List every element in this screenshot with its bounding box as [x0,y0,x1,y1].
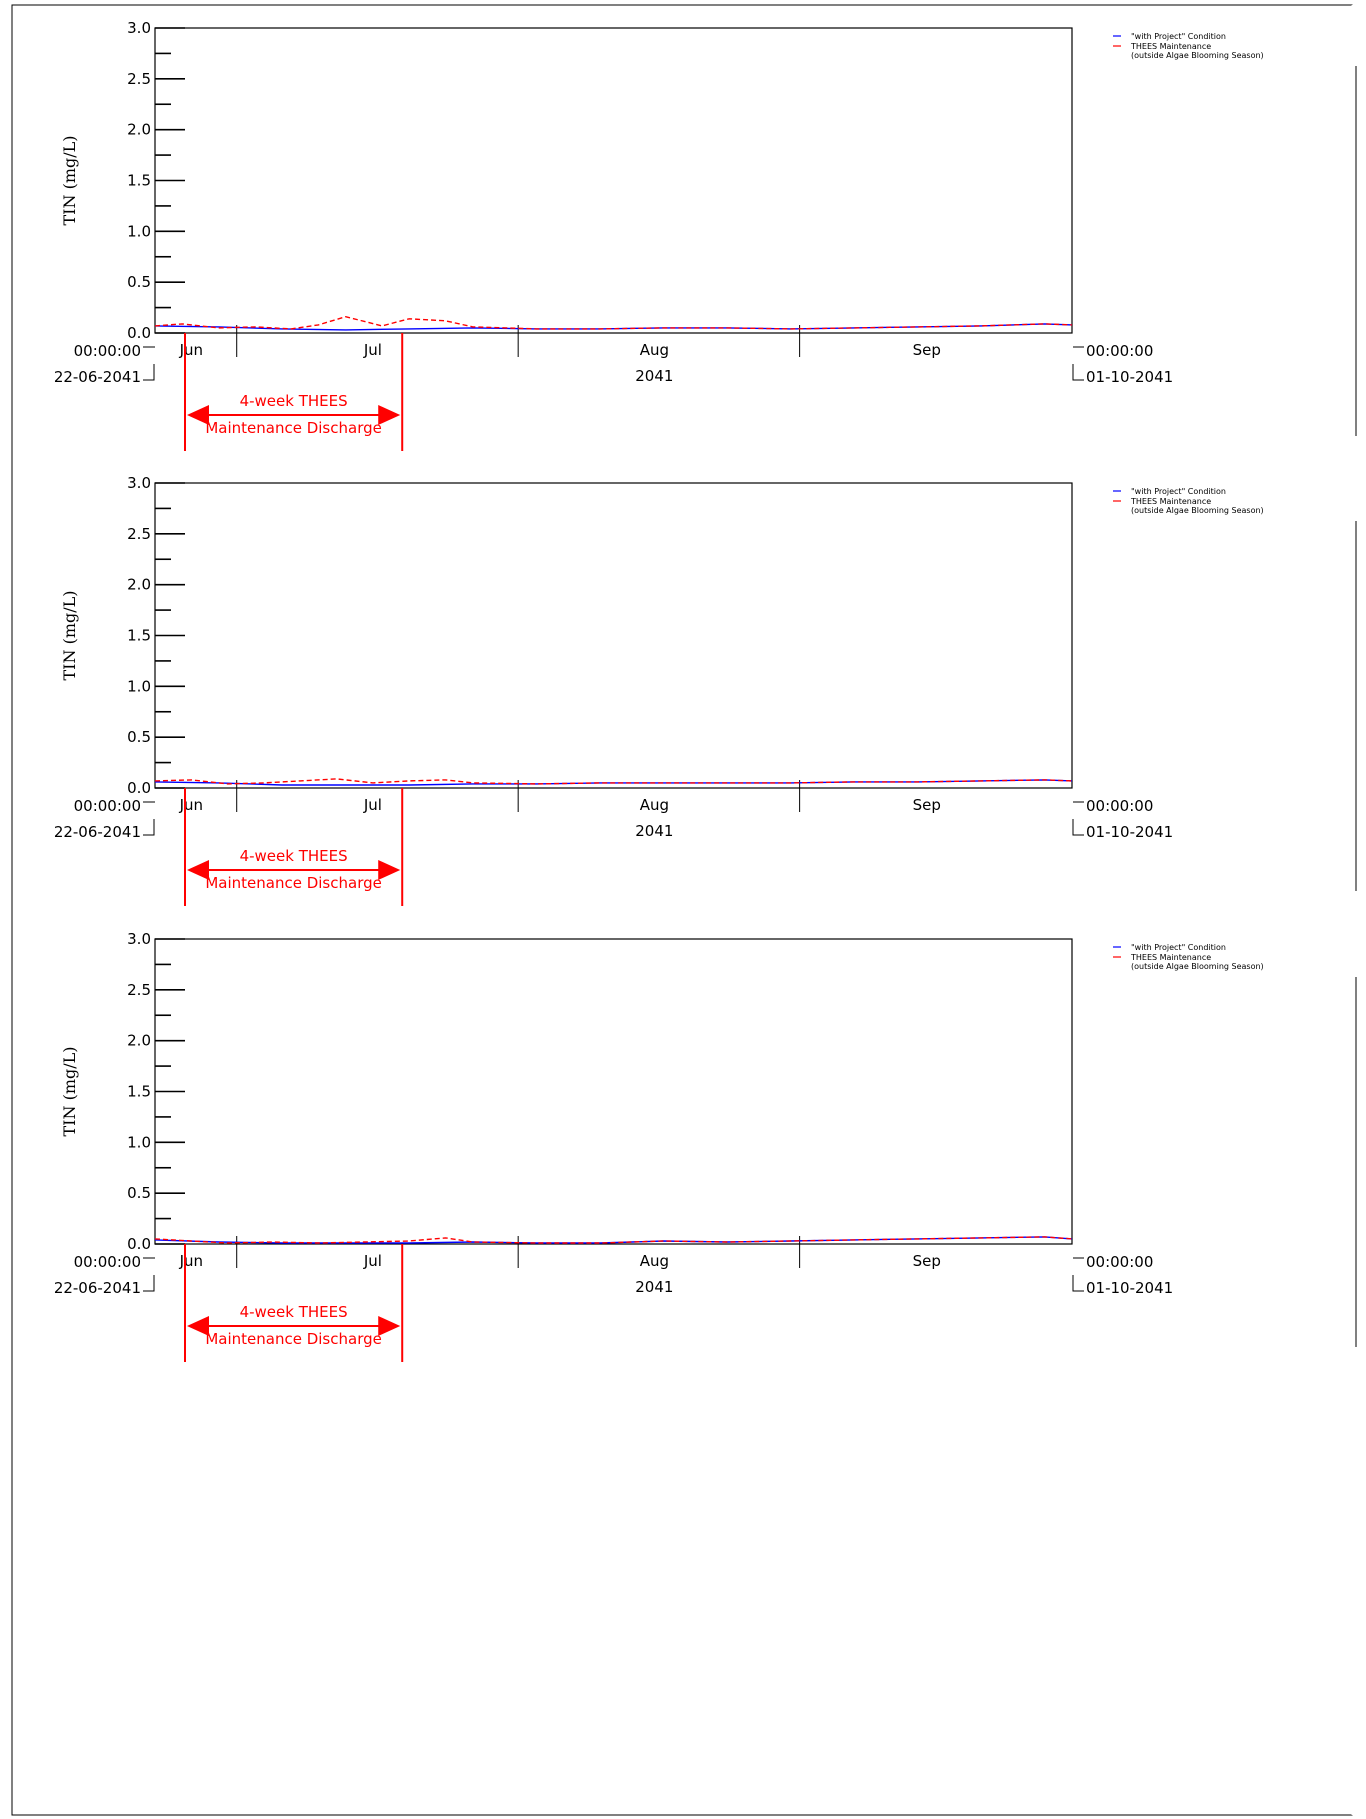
y-tick-label: 1.0 [127,222,151,240]
plot-frame [155,939,1072,1244]
y-axis-label: TIN (mg/L) [60,136,79,226]
chart-3: 3.0 2.5 2.0 1.5 1.0 0.5 0.0 TIN (mg/L) Jun Jul Aug… [54,930,1356,1362]
annotation-line2: Maintenance Discharge [205,1330,382,1348]
x-month-label: Jul [363,1252,382,1270]
x-end-time-label: 00:00:00 [1086,342,1153,360]
x-month-label: Jun [179,796,203,814]
legend-thees-label: THEES Maintenance [1130,953,1211,962]
x-month-label: Sep [913,1252,941,1270]
x-year-label: 2041 [635,822,673,840]
plot-frame [155,28,1072,333]
y-tick-label: 1.5 [127,1083,151,1101]
x-month-label: Sep [913,796,941,814]
x-start-date-label: 22-06-2041 [54,1279,141,1297]
annotation-line1: 4-week THEES [240,1303,348,1321]
legend-project-label: "with Project" Condition [1131,487,1226,496]
y-axis-label: TIN (mg/L) [60,591,79,681]
y-axis-label: TIN (mg/L) [60,1047,79,1137]
legend-project-label: "with Project" Condition [1131,943,1226,952]
x-end-time-label: 00:00:00 [1086,797,1153,815]
x-end-bracket-bottom [1073,819,1084,835]
chart-2: 3.0 2.5 2.0 1.5 1.0 0.5 0.0 TIN (mg/L) Jun Jul Aug… [54,474,1356,906]
y-tick-label: 0.0 [127,1235,151,1253]
x-year-label: 2041 [635,1278,673,1296]
x-end-date-label: 01-10-2041 [1086,368,1173,386]
y-tick-label: 2.0 [127,1032,151,1050]
page-border [12,5,1352,1815]
x-month-label: Jul [363,796,382,814]
x-month-label: Sep [913,341,941,359]
x-start-time-label: 00:00:00 [74,797,141,815]
y-tick-label: 0.0 [127,324,151,342]
x-start-date-label: 22-06-2041 [54,368,141,386]
y-tick-label: 0.5 [127,1184,151,1202]
x-end-date-label: 01-10-2041 [1086,1279,1173,1297]
x-start-bracket-bottom [143,1275,154,1291]
x-month-label: Aug [640,796,669,814]
y-tick-label: 2.5 [127,70,151,88]
x-month-label: Jul [363,341,382,359]
chart-1: 3.0 2.5 2.0 1.5 1.0 0.5 0.0 TIN (mg/L) Jun Jul Aug… [54,19,1356,451]
legend-thees-label: THEES Maintenance [1130,497,1211,506]
x-start-time-label: 00:00:00 [74,1253,141,1271]
x-end-date-label: 01-10-2041 [1086,823,1173,841]
x-year-label: 2041 [635,367,673,385]
plot-frame [155,483,1072,788]
y-tick-label: 3.0 [127,19,151,37]
annotation-line2: Maintenance Discharge [205,874,382,892]
x-end-bracket-bottom [1073,364,1084,380]
charts-root: 3.0 2.5 2.0 1.5 1.0 0.5 0.0 TIN (mg/L) Jun Jul Aug… [54,19,1356,1362]
x-start-bracket-bottom [143,364,154,380]
x-month-label: Aug [640,1252,669,1270]
y-tick-label: 2.0 [127,121,151,139]
annotation-line2: Maintenance Discharge [205,419,382,437]
x-start-time-label: 00:00:00 [74,342,141,360]
y-tick-label: 1.5 [127,172,151,190]
x-end-time-label: 00:00:00 [1086,1253,1153,1271]
y-tick-label: 1.0 [127,1133,151,1151]
x-month-label: Jun [179,341,203,359]
y-tick-label: 0.0 [127,779,151,797]
series-thees-maintenance-line [155,779,1072,784]
y-tick-label: 2.5 [127,981,151,999]
series-thees-maintenance-line [155,1237,1072,1243]
legend-thees-sublabel: (outside Algae Blooming Season) [1131,51,1264,60]
y-tick-label: 1.5 [127,627,151,645]
x-start-date-label: 22-06-2041 [54,823,141,841]
x-month-label: Aug [640,341,669,359]
series-thees-maintenance-line [155,317,1072,329]
x-start-bracket-bottom [143,819,154,835]
y-tick-label: 2.5 [127,525,151,543]
legend-project-label: "with Project" Condition [1131,32,1226,41]
y-tick-label: 0.5 [127,273,151,291]
x-end-bracket-bottom [1073,1275,1084,1291]
y-tick-label: 1.0 [127,677,151,695]
y-tick-label: 3.0 [127,930,151,948]
legend-thees-sublabel: (outside Algae Blooming Season) [1131,962,1264,971]
annotation-line1: 4-week THEES [240,392,348,410]
y-tick-label: 2.0 [127,576,151,594]
annotation-line1: 4-week THEES [240,847,348,865]
x-month-label: Jun [179,1252,203,1270]
legend-thees-label: THEES Maintenance [1130,42,1211,51]
legend-thees-sublabel: (outside Algae Blooming Season) [1131,506,1264,515]
y-tick-label: 0.5 [127,728,151,746]
y-tick-label: 3.0 [127,474,151,492]
